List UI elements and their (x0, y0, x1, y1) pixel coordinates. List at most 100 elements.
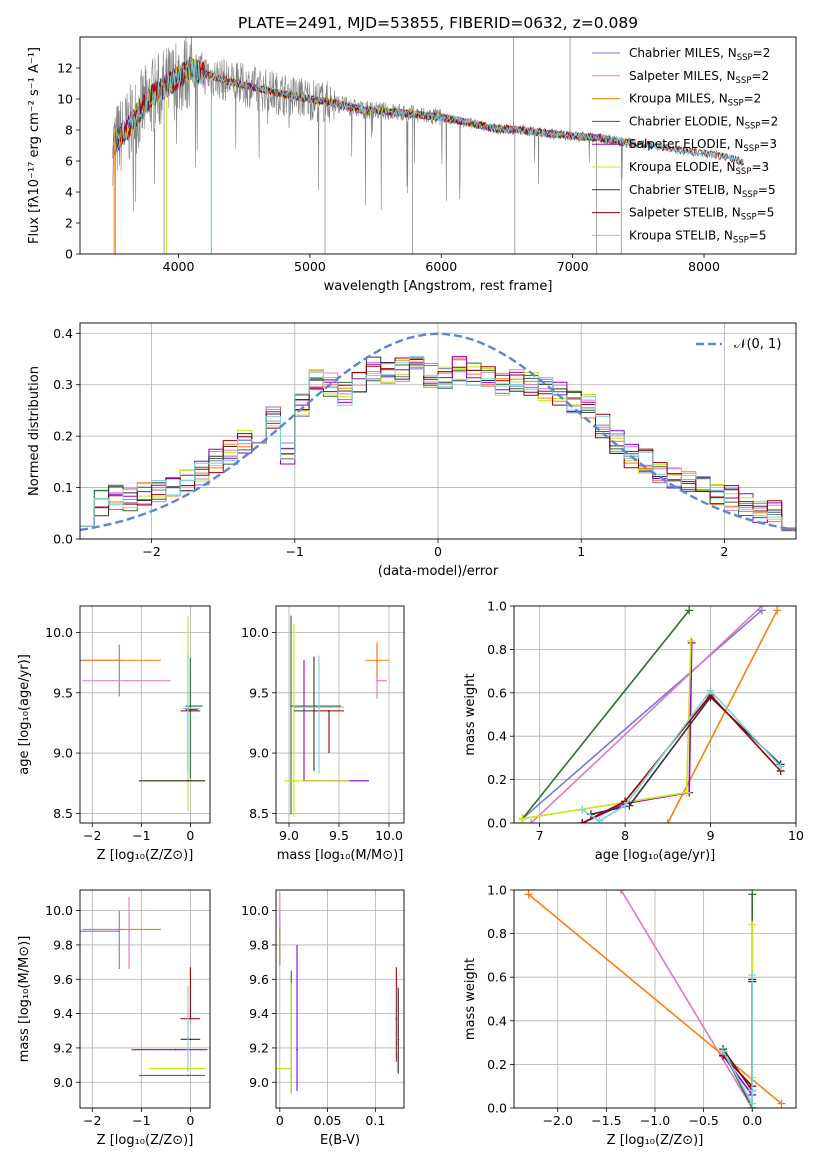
legend-series-name: Salpeter STELIB (629, 206, 724, 220)
legend-series-name: Kroupa ELODIE (629, 160, 719, 174)
legend-entry: Chabrier STELIB, NSSP=5 (629, 183, 776, 200)
legend-eq: = (744, 92, 754, 106)
mass-vs-ebv-plot-area (276, 893, 400, 1095)
y-tick-label: 0.2 (487, 1057, 507, 1072)
data-point (187, 707, 189, 710)
axes-frame (513, 605, 797, 824)
axes-frame (275, 605, 405, 824)
x-tick-label: −1.5 (591, 1113, 621, 1128)
y-tick-label: 0.4 (487, 729, 507, 744)
axes-frame (79, 322, 797, 540)
x-tick-label: 9 (707, 828, 715, 843)
y-tick-label: 8.5 (53, 806, 73, 821)
histogram-salpeter-stelib (80, 357, 796, 532)
legend-subscript: SSP (742, 190, 758, 200)
y-tick-label: 0.0 (487, 816, 507, 831)
x-tick-label: −2 (83, 828, 101, 843)
data-point (376, 679, 378, 682)
axes-frame (275, 889, 405, 1109)
plus-marker (621, 801, 630, 810)
histogram-kroupa-stelib (80, 355, 796, 532)
legend-n: , N (716, 228, 733, 242)
weight-line-chabrier-elodie (521, 609, 690, 820)
data-point (278, 928, 281, 931)
weight-vs-z-panel: −2.0 −1.5 −1.0 −0.5 0.0 0.0 0.2 0.4 0.6 0.8 1.0 Z [… (463, 883, 797, 1148)
legend-subscript: SSP (745, 121, 761, 131)
data-point (293, 779, 295, 782)
legend-entry: Chabrier MILES, NSSP=2 (629, 46, 770, 63)
y-tick-label: 0.0 (53, 532, 73, 547)
data-point (187, 779, 189, 782)
y-tick-label: 0.4 (53, 326, 73, 341)
y-tick-label: 10 (57, 92, 73, 107)
x-axis-label: (data-model)/error (378, 564, 499, 579)
y-tick-label: 9.0 (249, 746, 269, 761)
x-tick-label: 7 (536, 828, 544, 843)
legend-subscript: SSP (728, 99, 744, 109)
plus-marker (719, 1047, 728, 1056)
age-vs-z-panel: −2 −1 0 8.5 9.0 9.5 10.0 Z [log₁₀(Z/Z⊙)] age [lo… (17, 605, 211, 863)
x-tick-label: −2 (142, 544, 160, 559)
y-tick-label: 9.6 (53, 972, 73, 987)
mass-vs-z-panel: −2 −1 0 9.0 9.2 9.4 9.6 9.8 10.0 Z [log₁₀(Z/Z⊙)] m… (17, 889, 211, 1148)
model-spectrum-kroupa-stelib (112, 57, 744, 166)
legend-count: 5 (767, 206, 775, 220)
legend-eq: = (751, 160, 761, 174)
legend-subscript: SSP (737, 53, 753, 63)
plus-marker (773, 606, 782, 615)
y-tick-label: 10.0 (241, 625, 269, 640)
data-point (290, 705, 292, 707)
y-tick-label: 9.0 (53, 1075, 73, 1090)
spectrum-plot-area (112, 37, 744, 254)
y-tick-label: 9.2 (249, 1040, 269, 1055)
y-tick-label: 9.4 (249, 1006, 269, 1021)
data-point (278, 926, 281, 929)
legend-eq: = (761, 114, 771, 128)
data-point (396, 1036, 399, 1039)
legend-eq: = (758, 183, 768, 197)
x-axis-label: wavelength [Angstrom, rest frame] (324, 279, 553, 294)
y-tick-label: 9.8 (53, 937, 73, 952)
weight-line-salpeter-miles (620, 890, 753, 1108)
x-tick-label: −2.0 (543, 1113, 573, 1128)
legend-series-name: Kroupa MILES (629, 92, 711, 106)
legend-entry: Salpeter STELIB, NSSP=5 (629, 206, 774, 223)
weight-vs-age-plot-area (518, 606, 785, 823)
x-tick-label: 0 (186, 1113, 194, 1128)
plus-marker (527, 819, 536, 823)
legend-count: 3 (769, 137, 777, 151)
y-tick-label: 9.5 (249, 685, 269, 700)
y-tick-label: 0.1 (53, 480, 73, 495)
legend-series-name: Salpeter ELODIE (629, 137, 727, 151)
x-tick-label: −2 (83, 1113, 101, 1128)
legend-n: , N (719, 69, 736, 83)
plus-marker (748, 971, 757, 980)
data-point (189, 709, 192, 712)
legend-count: 2 (771, 114, 779, 128)
y-tick-label: 0.0 (487, 1101, 507, 1116)
legend-n: , N (711, 92, 728, 106)
plus-marker (524, 890, 533, 899)
data-point (296, 1048, 298, 1051)
legend-entry: Kroupa MILES, NSSP=2 (629, 92, 761, 109)
y-tick-label: 6 (65, 154, 73, 169)
y-tick-label: 10.0 (241, 903, 269, 918)
x-tick-label: −1 (132, 828, 150, 843)
weight-vs-z-plot-area (524, 890, 786, 1108)
x-tick-label: 1 (577, 544, 585, 559)
plus-marker (682, 788, 691, 797)
y-tick-label: 0.4 (487, 1013, 507, 1028)
y-tick-label: 9.5 (53, 685, 73, 700)
weight-line-chabrier-stelib (590, 695, 782, 816)
legend-subscript: SSP (736, 167, 752, 177)
data-point (128, 930, 130, 933)
legend-eq: = (751, 69, 761, 83)
weight-vs-age-panel: 7 8 9 10 0.0 0.2 0.4 0.6 0.8 1.0 age [log₁₀(age/yr… (463, 599, 804, 864)
data-point (376, 659, 378, 662)
y-tick-label: 9.8 (249, 937, 269, 952)
y-tick-label: 12 (57, 61, 73, 76)
plus-marker (748, 920, 757, 929)
x-tick-label: 0 (186, 828, 194, 843)
x-tick-label: 0.0 (742, 1113, 762, 1128)
y-tick-label: 10.0 (45, 625, 73, 640)
